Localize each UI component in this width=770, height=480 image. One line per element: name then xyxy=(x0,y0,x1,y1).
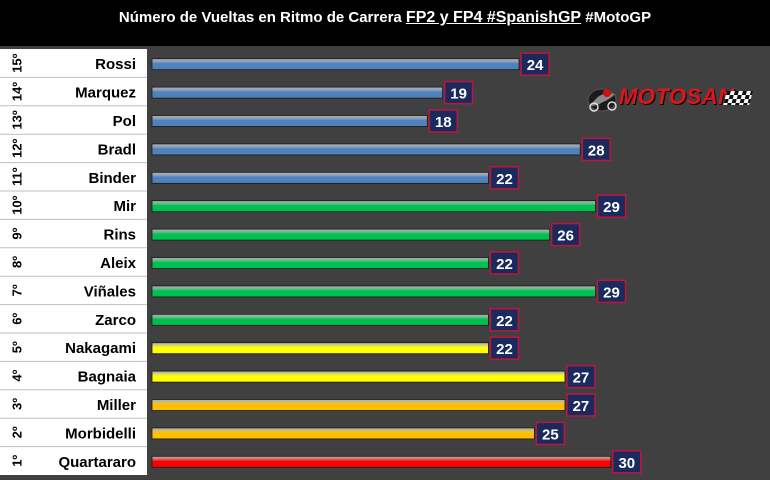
position-label: 1º xyxy=(10,455,25,467)
data-label: 27 xyxy=(573,398,590,415)
value-box xyxy=(489,251,520,275)
value-box xyxy=(443,80,474,105)
title-suffix: #MotoGP xyxy=(581,9,652,26)
position-label: 7º xyxy=(10,284,25,296)
rider-name: Binder xyxy=(88,170,136,187)
value-box xyxy=(489,336,520,360)
position-label: 8º xyxy=(10,256,25,268)
position-label: 12º xyxy=(10,139,25,158)
data-label: 22 xyxy=(496,256,513,273)
rider-label-panel xyxy=(0,49,147,475)
data-label: 29 xyxy=(603,284,620,301)
position-label: 14º xyxy=(10,82,25,101)
data-label: 18 xyxy=(435,114,452,131)
position-label: 10º xyxy=(10,195,25,214)
bar-bagnaia xyxy=(151,370,566,383)
title-prefix: Número de Vueltas en Ritmo de Carrera xyxy=(118,9,406,26)
rider-name: Quartararo xyxy=(58,454,136,471)
rider-name: Bagnaia xyxy=(78,369,137,386)
bar-binder xyxy=(151,171,489,184)
rider-name: Morbidelli xyxy=(65,425,136,442)
bar-rins xyxy=(151,228,551,241)
data-label: 22 xyxy=(496,341,513,358)
position-label: 11º xyxy=(10,167,25,186)
data-label: 29 xyxy=(603,199,620,216)
position-label: 4º xyxy=(10,369,25,381)
position-label: 5º xyxy=(10,341,25,353)
bar-nakagami xyxy=(151,342,489,355)
value-box xyxy=(550,222,581,247)
position-label: 13º xyxy=(10,110,25,129)
value-box xyxy=(566,393,596,417)
rider-name: Aleix xyxy=(100,255,137,272)
bar-rossi xyxy=(151,58,520,71)
rider-name: Nakagami xyxy=(65,340,136,357)
value-box xyxy=(535,421,566,446)
bar-quartararo xyxy=(151,455,612,468)
value-box xyxy=(596,194,627,218)
rider-name: Bradl xyxy=(98,141,136,158)
rider-name: Zarco xyxy=(95,312,136,329)
bar-miller xyxy=(151,399,566,411)
motosan-logo: MOTOSAN xyxy=(585,82,755,114)
bar-zarco xyxy=(151,313,489,326)
value-box xyxy=(489,166,520,190)
data-label: 25 xyxy=(542,426,559,443)
rider-name: Rins xyxy=(103,227,136,244)
position-label: 2º xyxy=(10,426,25,438)
value-box xyxy=(489,308,520,332)
rider-name: Pol xyxy=(113,113,136,130)
value-box xyxy=(566,364,596,389)
bar-viñales xyxy=(151,285,596,298)
value-box xyxy=(581,137,611,162)
data-label: 27 xyxy=(573,370,590,387)
rider-name: Rossi xyxy=(95,56,136,73)
position-label: 3º xyxy=(10,398,25,410)
value-box xyxy=(596,279,627,304)
bar-marquez xyxy=(151,86,443,99)
data-label: 22 xyxy=(496,171,513,188)
value-box xyxy=(612,450,642,474)
position-label: 9º xyxy=(10,227,25,239)
data-label: 24 xyxy=(527,57,544,74)
rider-name: Mir xyxy=(114,198,137,215)
bar-pol xyxy=(151,115,428,127)
data-label: 26 xyxy=(557,228,574,245)
data-label: 28 xyxy=(588,142,605,159)
bar-aleix xyxy=(151,257,489,269)
rider-name: Miller xyxy=(97,397,136,414)
title-highlight: FP2 y FP4 #SpanishGP xyxy=(405,9,582,26)
bar-morbidelli xyxy=(151,427,535,440)
position-label: 15º xyxy=(10,53,25,72)
rider-name: Marquez xyxy=(75,85,136,102)
value-box xyxy=(428,109,459,133)
checkered-flag-icon xyxy=(723,91,753,105)
data-label: 19 xyxy=(450,86,467,103)
bar-bradl xyxy=(151,143,581,156)
bar-mir xyxy=(151,200,596,213)
motorcycle-rider-icon xyxy=(587,88,617,112)
rider-name: Viñales xyxy=(84,283,136,300)
data-label: 22 xyxy=(496,313,513,330)
logo-text: MOTOSAN xyxy=(619,84,735,109)
position-label: 6º xyxy=(10,313,25,325)
value-box xyxy=(520,52,550,76)
data-label: 30 xyxy=(618,455,635,472)
chart-title: Número de Vueltas en Ritmo de Carrera FP… xyxy=(0,9,770,27)
